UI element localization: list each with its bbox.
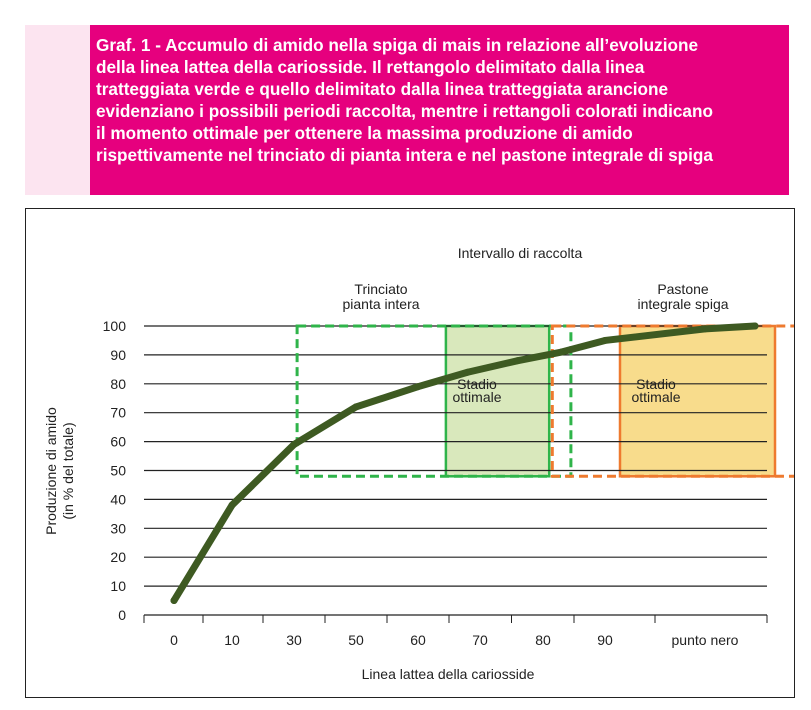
optimal-stage-box-1 [444, 324, 551, 478]
data-point-6 [514, 357, 522, 365]
optimal-stage-box-3 [618, 324, 777, 478]
data-point-7 [558, 348, 566, 356]
data-point-9 [701, 325, 709, 333]
chart-frame: 0 10 20 30 40 50 60 70 80 90 100 0 10 30 50 60 70 80 90 pun… [25, 208, 795, 698]
chart-caption: Graf. 1 - Accumulo di amido nella spiga … [90, 25, 789, 195]
x-tick-7: 90 [597, 632, 613, 648]
x-axis-label: Linea lattea della cariosside [362, 666, 535, 682]
x-tick-1: 10 [224, 632, 240, 648]
region-label-3-line-1: ottimale [631, 389, 680, 405]
x-tick-3: 50 [348, 632, 364, 648]
y-tick-100: 100 [103, 318, 127, 334]
y-axis-label: Produzione di amido (in % del totale) [43, 407, 76, 535]
data-point-1 [228, 501, 236, 509]
line-chart: 0 10 20 30 40 50 60 70 80 90 100 0 10 30 50 60 70 80 90 pun… [43, 245, 794, 682]
harvest-window-box-0 [295, 324, 573, 478]
x-tick-6: 80 [535, 632, 551, 648]
data-point-10 [751, 322, 759, 330]
caption-accent-bar [25, 25, 90, 195]
y-tick-20: 20 [110, 549, 126, 565]
y-tick-60: 60 [110, 434, 126, 450]
region-label-2-line-1: integrale spiga [637, 296, 728, 312]
y-tick-0: 0 [118, 607, 126, 623]
y-tick-50: 50 [110, 463, 126, 479]
y-axis-label-line-0: Produzione di amido [43, 407, 59, 535]
harvest-window-box-2 [550, 324, 794, 478]
y-tick-90: 90 [110, 347, 126, 363]
region-label-0-line-1: pianta intera [342, 296, 419, 312]
data-point-8 [601, 336, 609, 344]
caption-text: Graf. 1 - Accumulo di amido nella spiga … [96, 35, 713, 165]
region-label-2-line-0: Pastone [657, 281, 709, 297]
x-tick-5: 70 [472, 632, 488, 648]
region-label-0-line-0: Trinciato [354, 281, 407, 297]
x-tick-4: 60 [410, 632, 426, 648]
region-label-1-line-1: ottimale [452, 389, 501, 405]
harvest-interval-label: Intervallo di raccolta [458, 245, 583, 261]
x-tick-0: 0 [170, 632, 178, 648]
data-point-2 [290, 440, 298, 448]
y-tick-10: 10 [110, 578, 126, 594]
region-label-3-line-0: Stadio [636, 376, 676, 392]
data-point-4 [414, 383, 422, 391]
data-point-3 [352, 403, 360, 411]
data-point-5 [464, 368, 472, 376]
y-tick-40: 40 [110, 491, 126, 507]
region-label-1-line-0: Stadio [457, 376, 497, 392]
data-point-0 [170, 597, 178, 605]
y-tick-80: 80 [110, 376, 126, 392]
x-tick-8: punto nero [672, 632, 739, 648]
y-tick-70: 70 [110, 405, 126, 421]
y-tick-30: 30 [110, 520, 126, 536]
x-tick-2: 30 [286, 632, 302, 648]
y-axis-label-line-1: (in % del totale) [60, 422, 76, 519]
